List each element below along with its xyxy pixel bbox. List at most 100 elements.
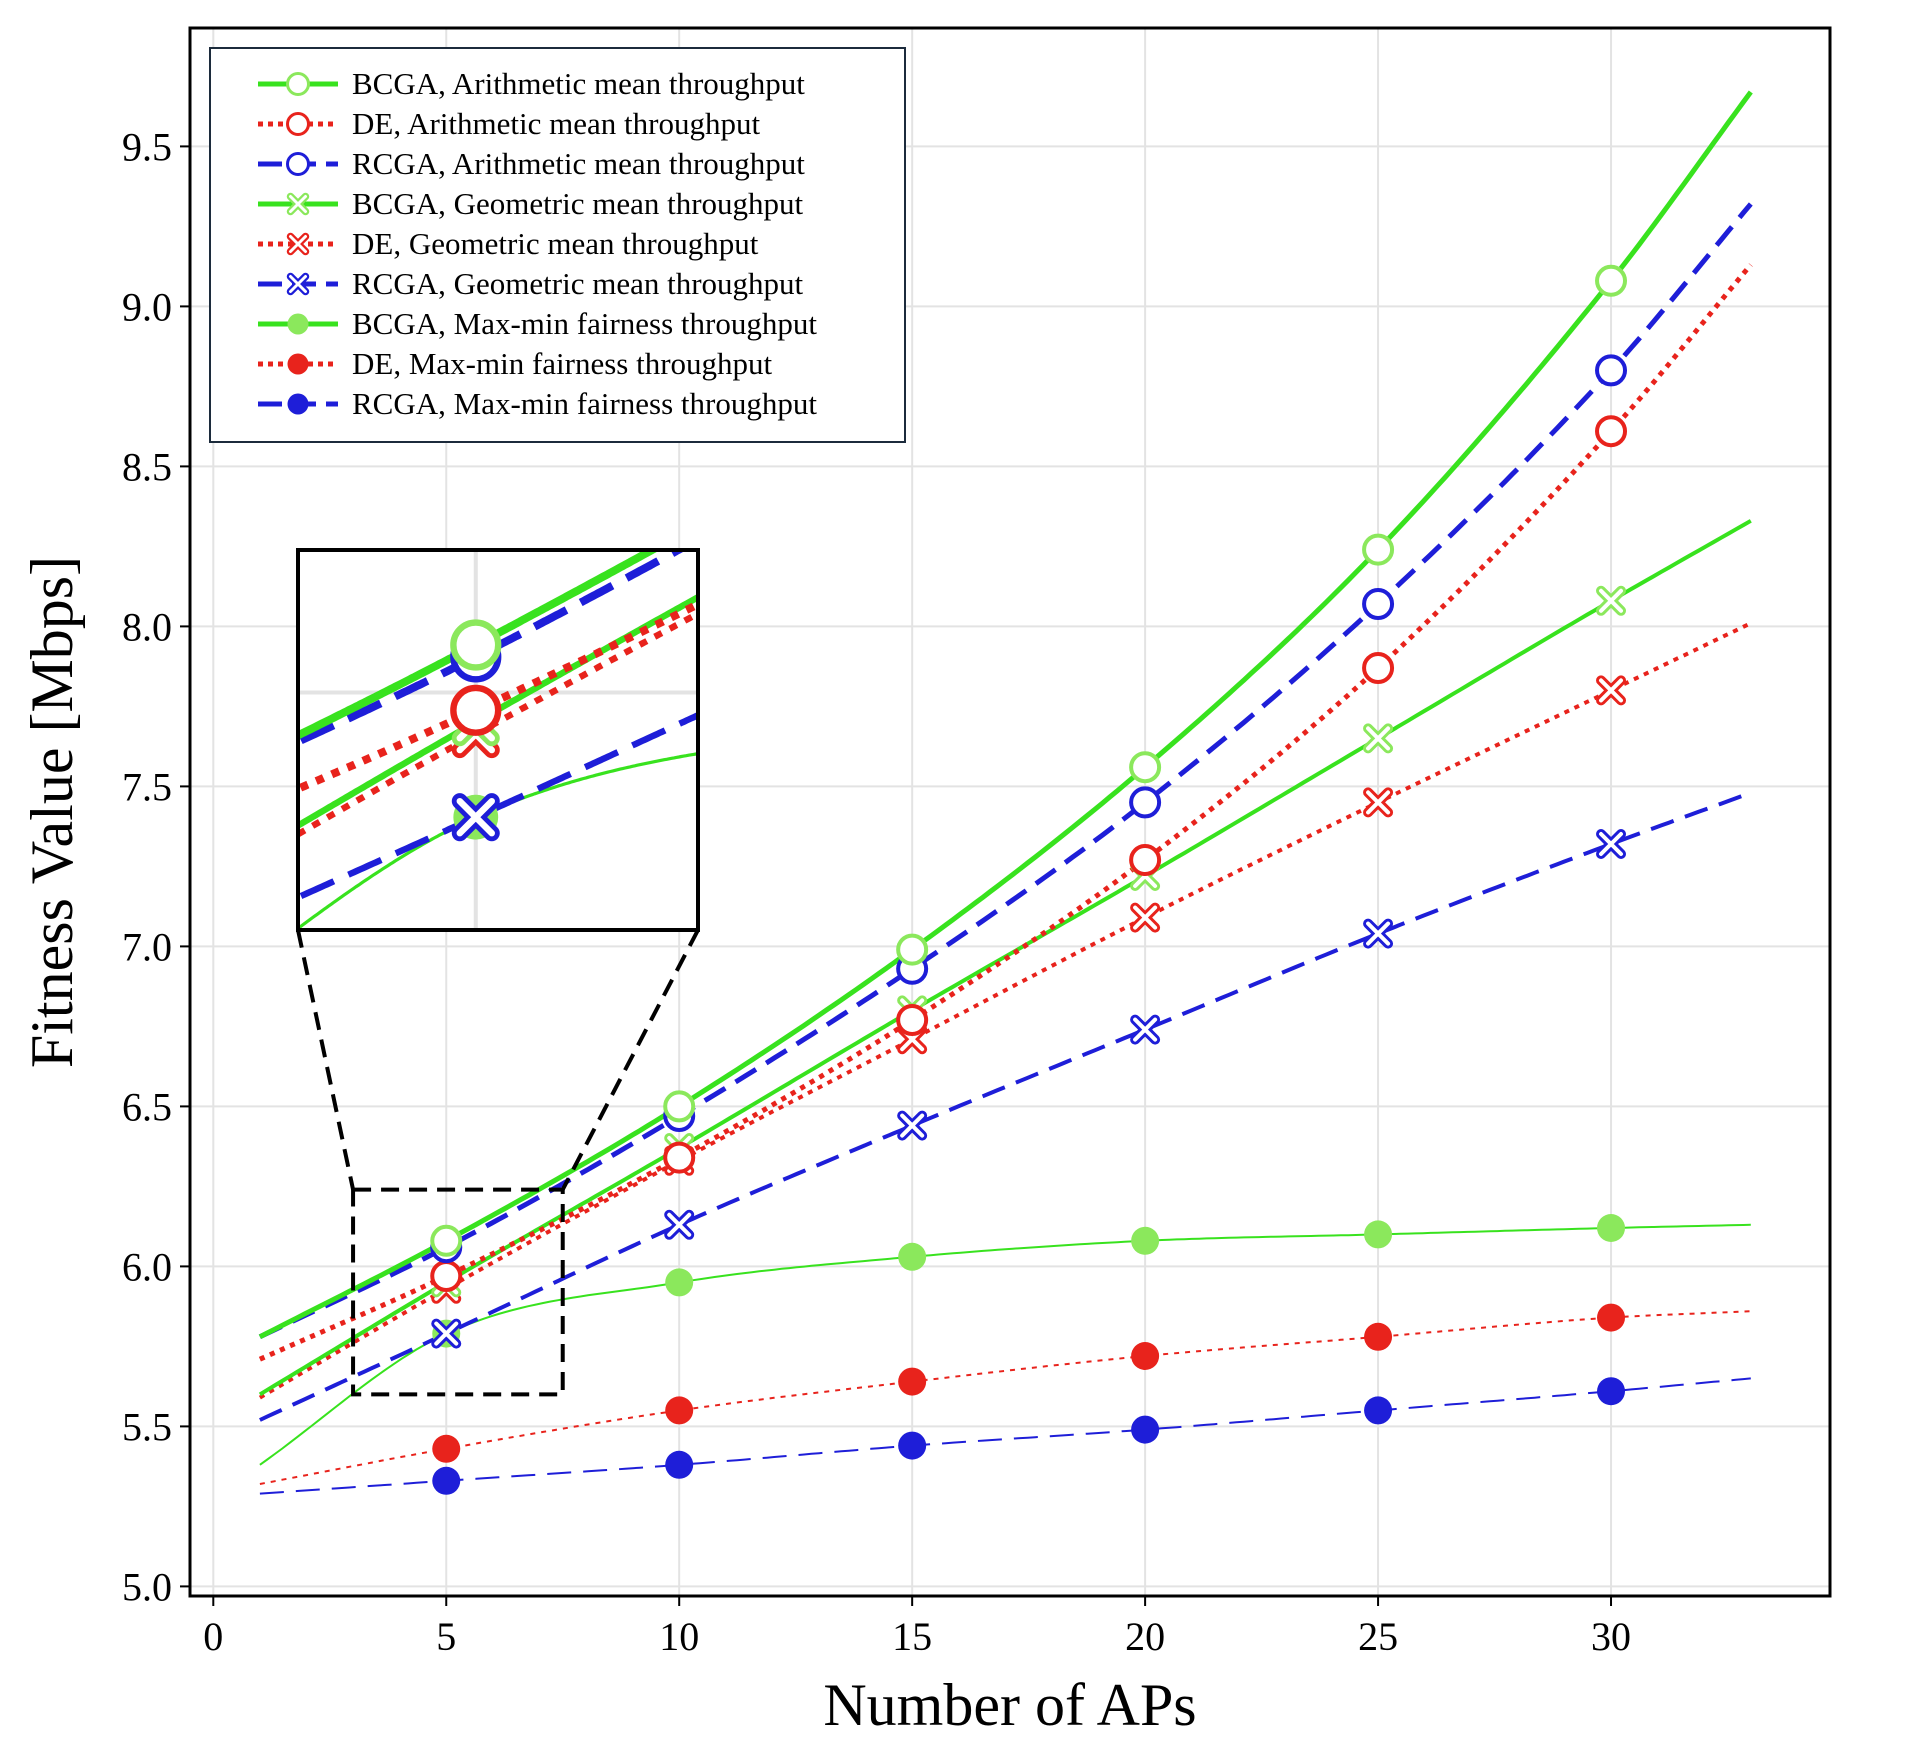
y-tick-label: 7.0	[122, 924, 172, 969]
data-point	[665, 1268, 694, 1297]
data-point	[434, 1321, 459, 1346]
plot-curves	[258, 90, 1753, 1495]
data-point	[430, 1224, 463, 1257]
data-point	[287, 313, 309, 335]
x-tick-label: 30	[1591, 1614, 1631, 1659]
data-point	[665, 1396, 694, 1425]
series-line	[258, 621, 1752, 1400]
data-point	[450, 619, 502, 671]
data-point	[1366, 726, 1391, 751]
legend-label: BCGA, Arithmetic mean throughput	[352, 66, 805, 101]
data-point	[1595, 415, 1628, 448]
legend-label: BCGA, Geometric mean throughput	[352, 186, 804, 221]
data-point	[1597, 1214, 1626, 1242]
data-point	[663, 1141, 696, 1174]
x-axis-ticks: 0 5 10 15 20 25 30	[203, 1596, 1631, 1659]
x-tick-label: 15	[892, 1614, 932, 1659]
data-point	[286, 152, 310, 176]
y-tick-label: 8.5	[122, 444, 172, 489]
y-tick-label: 9.0	[122, 284, 172, 329]
data-point	[1133, 1017, 1158, 1042]
data-point	[287, 353, 309, 375]
x-tick-label: 20	[1125, 1614, 1165, 1659]
data-point	[1366, 790, 1391, 815]
inset-series-line	[254, 986, 743, 1071]
data-point	[1129, 786, 1162, 819]
series-line	[259, 1223, 1751, 1466]
inset-series-line	[298, 711, 698, 901]
legend-entry: RCGA, Geometric mean throughput	[258, 266, 804, 301]
legend-label: DE, Arithmetic mean throughput	[352, 106, 760, 141]
y-tick-label: 6.5	[122, 1084, 172, 1129]
y-tick-label: 6.0	[122, 1244, 172, 1289]
legend-entry: DE, Max-min fairness throughput	[258, 346, 773, 381]
zoom-inset	[254, 548, 743, 1071]
y-axis-label: Fitness Value [Mbps]	[19, 556, 85, 1068]
series-line	[258, 90, 1753, 1340]
x-tick-label: 0	[203, 1614, 223, 1659]
legend-entry: RCGA, Max-min fairness throughput	[258, 386, 817, 421]
series-line	[258, 263, 1753, 1362]
x-axis-label: Number of APs	[823, 1672, 1196, 1738]
data-point	[456, 797, 495, 837]
legend-label: RCGA, Geometric mean throughput	[352, 266, 804, 301]
plot-frame	[188, 26, 1832, 1598]
legend-entry: BCGA, Max-min fairness throughput	[258, 306, 817, 341]
data-point	[286, 72, 310, 96]
legend-label: BCGA, Max-min fairness throughput	[352, 306, 817, 341]
data-point	[1362, 588, 1395, 620]
data-point	[898, 1367, 927, 1396]
legend-entry: DE, Geometric mean throughput	[258, 226, 759, 261]
series-line	[258, 202, 1753, 1340]
legend-label: DE, Geometric mean throughput	[352, 226, 759, 261]
legend: BCGA, Arithmetic mean throughput DE, Arit…	[209, 47, 906, 443]
y-tick-label: 7.5	[122, 764, 172, 809]
data-point	[1599, 832, 1624, 856]
zoom-connector	[296, 929, 356, 1191]
y-tick-label: 5.5	[122, 1404, 172, 1449]
legend-label: RCGA, Arithmetic mean throughput	[352, 146, 805, 181]
data-point	[665, 1450, 694, 1479]
series-line	[259, 1377, 1751, 1495]
data-point	[1133, 905, 1158, 930]
inset-series-line	[298, 599, 698, 794]
data-point	[663, 1090, 696, 1123]
data-point	[1364, 1220, 1393, 1249]
data-point	[1362, 533, 1395, 566]
data-point	[1597, 1377, 1626, 1406]
data-point	[289, 195, 307, 213]
data-point	[1131, 1415, 1160, 1444]
data-point	[896, 1004, 929, 1036]
data-point	[430, 1260, 463, 1292]
data-point	[1595, 264, 1628, 297]
data-point	[432, 1434, 461, 1463]
data-point	[1129, 751, 1162, 784]
data-point	[289, 275, 307, 293]
data-point	[667, 1212, 692, 1237]
data-point	[1364, 1396, 1393, 1425]
data-point	[1129, 844, 1162, 876]
data-point	[432, 1466, 461, 1495]
legend-entry: RCGA, Arithmetic mean throughput	[258, 146, 805, 181]
legend-label: RCGA, Max-min fairness throughput	[352, 386, 817, 421]
zoom-callout	[296, 929, 700, 1397]
data-point	[1364, 1322, 1393, 1351]
data-point	[896, 933, 929, 966]
y-tick-label: 5.0	[122, 1564, 172, 1609]
inset-plot	[254, 550, 743, 1071]
data-point	[1131, 1342, 1160, 1370]
x-tick-label: 5	[436, 1614, 456, 1659]
data-point	[1597, 1303, 1626, 1332]
legend-box	[209, 47, 906, 443]
y-tick-label: 9.5	[122, 124, 172, 169]
data-point	[1599, 678, 1624, 703]
data-point	[286, 112, 310, 136]
data-point	[898, 1242, 927, 1271]
grid-lines	[190, 28, 1830, 1596]
plot-markers	[430, 264, 1628, 1495]
data-point	[1599, 588, 1624, 613]
data-point	[289, 235, 307, 253]
legend-entry: BCGA, Arithmetic mean throughput	[258, 66, 805, 101]
data-point	[450, 684, 502, 736]
